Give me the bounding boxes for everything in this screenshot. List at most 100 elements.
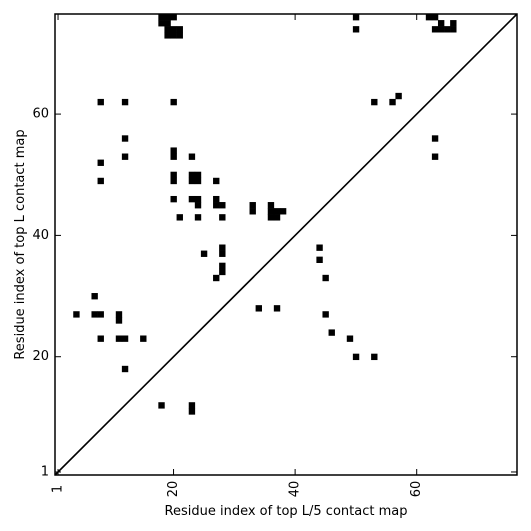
contact-cell-upper [188,153,196,160]
contact-cell-lower [316,244,323,251]
contact-cell-lower [188,402,196,409]
contact-cell-upper [273,214,281,221]
contact-cell-lower [352,353,360,361]
contact-cell-upper [389,98,396,106]
contact-cell-upper [170,147,177,154]
contact-cell-upper [267,208,275,215]
contact-cell-upper [352,14,360,21]
contact-cell-upper [249,202,256,209]
x-tick-label: 60 [409,481,424,498]
contact-cell-lower [121,335,129,342]
contact-cell-upper [267,214,275,221]
contact-cell-upper [437,20,445,27]
contact-cell-upper [213,202,220,209]
contact-cell-upper [194,195,202,203]
contact-cell-upper [188,177,196,185]
contact-cell-upper [121,153,129,160]
contact-cell-upper [213,195,220,203]
contact-cell-upper [158,14,165,21]
contact-cell-upper [97,177,104,185]
contact-cell-upper [395,92,402,100]
contact-cell-upper [170,195,177,203]
contact-cell-upper [170,153,177,160]
plot-frame [54,13,518,476]
contact-cell-upper [425,14,433,21]
contact-cell-upper [371,98,378,106]
contact-cell-lower [115,311,123,318]
contact-cell-upper [450,20,457,27]
contact-cell-upper [170,26,177,33]
x-tick-label: 20 [166,481,181,498]
contact-cell-lower [188,408,196,415]
contact-cell-upper [444,26,451,33]
contact-cell-upper [273,208,281,215]
contact-cell-upper [431,135,439,142]
contact-cell-upper [170,177,177,185]
contact-cell-lower [115,317,123,324]
contact-cell-upper [352,26,360,33]
y-tick-label: 40 [32,228,49,243]
contact-cell-lower [97,335,104,342]
contact-cell-upper [219,202,226,209]
contact-cell-upper [164,26,171,33]
contact-cell-upper [170,171,177,179]
contact-cell-lower [115,335,123,342]
contact-cell-lower [121,365,129,373]
contact-cell-lower [328,329,335,336]
diagonal-line [54,13,518,476]
contact-cell-lower [140,335,147,342]
contact-cell-lower [97,311,104,318]
contact-cell-upper [97,159,104,166]
axis-ticks: 1 20 40 60 1 20 40 60 [32,14,517,497]
contact-cell-upper [158,20,165,27]
contact-cell-upper [267,202,275,209]
contact-marks [73,14,457,415]
contact-cell-lower [158,402,165,409]
contact-cell-lower [73,311,80,318]
contact-cell-upper [176,26,183,33]
y-tick-label: 1 [41,464,49,479]
contact-cell-upper [194,177,202,185]
contact-cell-upper [97,98,104,106]
contact-cell-upper [194,171,202,179]
contact-cell-lower [371,353,378,361]
y-tick-label: 20 [32,349,49,364]
contact-cell-upper [219,214,226,221]
contact-cell-upper [170,32,177,39]
x-tick-label: 40 [288,481,303,498]
contact-cell-upper [164,32,171,39]
contact-cell-lower [255,305,262,312]
contact-cell-upper [279,208,287,215]
contact-cell-lower [273,305,281,312]
contact-cell-upper [170,98,177,106]
contact-cell-lower [219,268,226,276]
contact-cell-upper [121,98,129,106]
contact-cell-upper [249,208,256,215]
contact-cell-lower [213,274,220,282]
contact-cell-upper [121,135,129,142]
contact-cell-upper [194,202,202,209]
contact-cell-upper [431,14,439,21]
contact-cell-lower [200,250,208,257]
contact-cell-lower [316,256,323,263]
contact-cell-upper [437,26,445,33]
contact-cell-lower [219,250,226,257]
y-axis-label: Residue index of top L contact map [13,129,28,359]
contact-cell-lower [346,335,354,342]
contact-cell-upper [213,177,220,185]
contact-cell-lower [219,244,226,251]
contact-cell-upper [164,14,171,21]
contact-cell-lower [91,293,98,300]
contact-cell-upper [194,214,202,221]
contact-cell-upper [176,32,183,39]
contact-cell-lower [91,311,98,318]
contact-cell-upper [431,26,439,33]
contact-cell-upper [164,20,171,27]
x-axis-label: Residue index of top L/5 contact map [165,504,408,519]
contact-cell-upper [176,214,183,221]
contact-cell-lower [322,311,329,318]
contact-cell-upper [188,171,196,179]
contact-cell-upper [431,153,439,160]
contact-cell-lower [219,262,226,270]
